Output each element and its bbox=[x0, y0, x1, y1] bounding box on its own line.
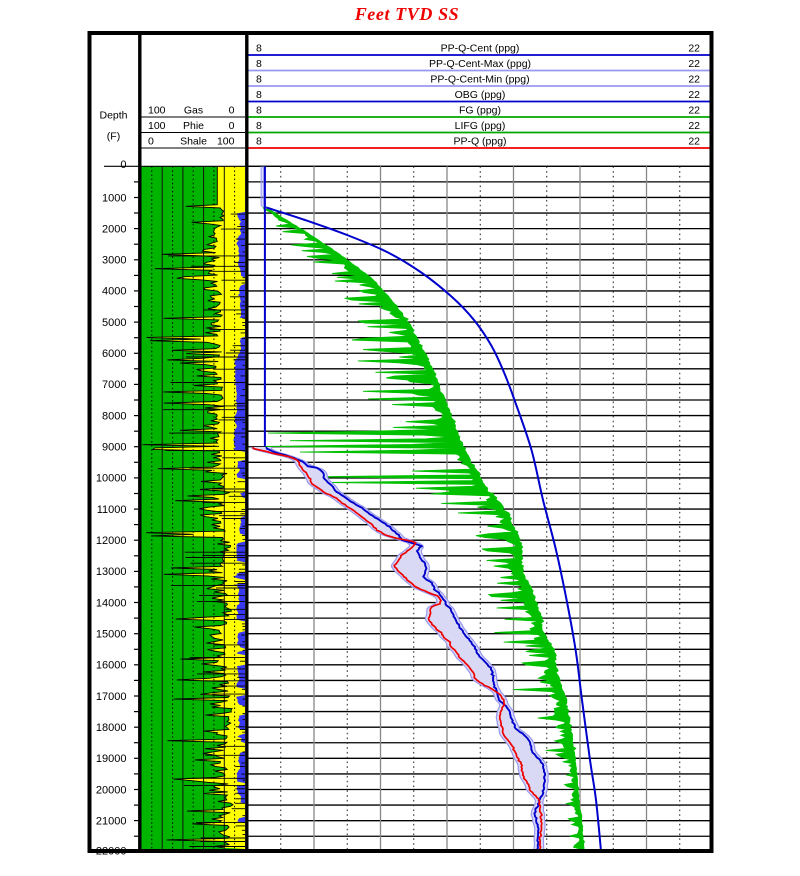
svg-text:Feet TVD SS: Feet TVD SS bbox=[354, 4, 460, 24]
svg-text:8: 8 bbox=[256, 58, 262, 70]
svg-text:22: 22 bbox=[688, 136, 700, 148]
svg-text:1000: 1000 bbox=[102, 192, 126, 204]
svg-text:13000: 13000 bbox=[96, 566, 127, 578]
svg-text:8: 8 bbox=[256, 105, 262, 117]
svg-text:7000: 7000 bbox=[102, 379, 126, 391]
svg-text:19000: 19000 bbox=[96, 753, 127, 765]
svg-text:0: 0 bbox=[120, 159, 126, 171]
svg-text:FG (ppg): FG (ppg) bbox=[459, 105, 501, 117]
svg-text:Depth: Depth bbox=[99, 110, 127, 122]
svg-text:12000: 12000 bbox=[96, 535, 127, 547]
svg-text:0: 0 bbox=[229, 105, 235, 117]
svg-text:16000: 16000 bbox=[96, 660, 127, 672]
svg-text:3000: 3000 bbox=[102, 255, 126, 267]
svg-text:10000: 10000 bbox=[96, 473, 127, 485]
svg-text:PP-Q-Cent (ppg): PP-Q-Cent (ppg) bbox=[441, 43, 520, 55]
svg-text:Shale: Shale bbox=[180, 136, 207, 148]
svg-text:22: 22 bbox=[688, 120, 700, 132]
svg-text:Gas: Gas bbox=[184, 105, 203, 117]
svg-text:100: 100 bbox=[148, 105, 166, 117]
svg-text:21000: 21000 bbox=[96, 815, 127, 827]
svg-text:(F): (F) bbox=[107, 131, 120, 143]
svg-text:4000: 4000 bbox=[102, 286, 126, 298]
svg-text:5000: 5000 bbox=[102, 317, 126, 329]
svg-text:100: 100 bbox=[217, 136, 235, 148]
svg-text:8: 8 bbox=[256, 136, 262, 148]
svg-text:2000: 2000 bbox=[102, 223, 126, 235]
svg-text:100: 100 bbox=[148, 120, 166, 132]
svg-text:22: 22 bbox=[688, 74, 700, 86]
svg-text:8: 8 bbox=[256, 120, 262, 132]
svg-text:22: 22 bbox=[688, 43, 700, 55]
svg-text:8000: 8000 bbox=[102, 410, 126, 422]
svg-text:14000: 14000 bbox=[96, 597, 127, 609]
svg-text:20000: 20000 bbox=[96, 784, 127, 796]
svg-text:6000: 6000 bbox=[102, 348, 126, 360]
svg-text:18000: 18000 bbox=[96, 722, 127, 734]
svg-text:22: 22 bbox=[688, 105, 700, 117]
svg-text:Phie: Phie bbox=[183, 120, 204, 132]
svg-text:8: 8 bbox=[256, 43, 262, 55]
svg-text:0: 0 bbox=[148, 136, 154, 148]
svg-text:OBG (ppg): OBG (ppg) bbox=[455, 89, 506, 101]
svg-text:LIFG (ppg): LIFG (ppg) bbox=[455, 120, 506, 132]
svg-text:PP-Q (ppg): PP-Q (ppg) bbox=[453, 136, 506, 148]
svg-text:PP-Q-Cent-Min (ppg): PP-Q-Cent-Min (ppg) bbox=[430, 74, 529, 86]
svg-text:22: 22 bbox=[688, 89, 700, 101]
svg-text:PP-Q-Cent-Max (ppg): PP-Q-Cent-Max (ppg) bbox=[429, 58, 531, 70]
svg-text:9000: 9000 bbox=[102, 442, 126, 454]
svg-text:17000: 17000 bbox=[96, 691, 127, 703]
svg-text:8: 8 bbox=[256, 74, 262, 86]
svg-text:22: 22 bbox=[688, 58, 700, 70]
svg-text:8: 8 bbox=[256, 89, 262, 101]
svg-text:0: 0 bbox=[229, 120, 235, 132]
svg-text:11000: 11000 bbox=[97, 504, 127, 516]
svg-text:15000: 15000 bbox=[96, 629, 127, 641]
